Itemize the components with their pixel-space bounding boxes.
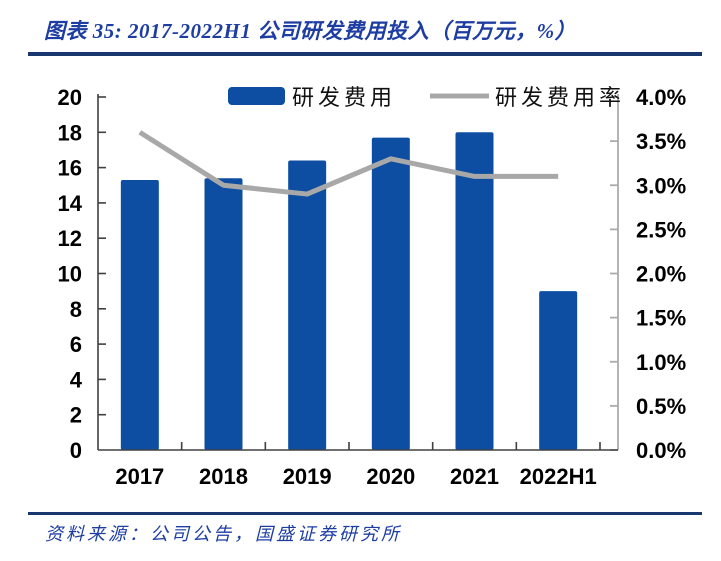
y-axis-left-tick-label: 14 (58, 191, 83, 216)
y-axis-left-tick-label: 18 (58, 120, 82, 145)
y-axis-left-tick-label: 20 (58, 85, 82, 110)
y-axis-left-tick-label: 0 (70, 438, 82, 463)
y-axis-left-tick-label: 4 (70, 367, 83, 392)
title-rule (28, 52, 702, 56)
legend: 研发费用 研发费用率 (228, 85, 625, 110)
y-axis-right-tick-label: 1.0% (636, 350, 686, 375)
y-axis-left-tick-label: 10 (58, 262, 82, 287)
y-axis-right: 0.0% 0.5% 1.0% 1.5% 2.0% 2.5% 3.0% 3.5% 4.0% (610, 85, 686, 463)
x-axis-category-label: 2017 (115, 464, 164, 489)
x-axis-category-label: 2022H1 (520, 464, 597, 489)
legend-bar-label: 研发费用 (292, 85, 396, 110)
x-axis-category-label: 2021 (450, 464, 499, 489)
bar-2017 (120, 179, 159, 450)
y-axis-right-tick-label: 3.0% (636, 173, 686, 198)
y-axis-left-tick-label: 6 (70, 332, 82, 357)
y-axis-right-tick-label: 0.5% (636, 394, 686, 419)
x-axis-category-label: 2019 (283, 464, 332, 489)
y-axis-left: 0 2 4 6 8 10 12 14 16 18 20 (58, 85, 106, 463)
y-axis-left-tick-label: 16 (58, 156, 82, 181)
bar-2020 (371, 137, 410, 450)
x-axis-category-label: 2020 (366, 464, 415, 489)
bar-2019 (288, 160, 327, 451)
x-axis: 2017 2018 2019 2020 2021 2022H1 (98, 442, 618, 489)
bar-2018 (204, 178, 243, 450)
bar-series (120, 132, 578, 451)
x-axis-category-label: 2018 (199, 464, 248, 489)
y-axis-right-tick-label: 4.0% (636, 85, 686, 110)
figure-title: 图表 35: 2017-2022H1 公司研发费用投入（百万元，%） (44, 19, 577, 43)
source-rule (28, 512, 702, 515)
y-axis-right-tick-label: 0.0% (636, 438, 686, 463)
bar-2021 (455, 132, 494, 451)
source-text: 资料来源：公司公告，国盛证券研究所 (45, 524, 402, 544)
legend-bar-swatch (228, 87, 285, 105)
y-axis-left-tick-label: 12 (58, 226, 82, 251)
y-axis-right-tick-label: 1.5% (636, 306, 686, 331)
y-axis-right-tick-label: 2.0% (636, 262, 686, 287)
legend-line-label: 研发费用率 (495, 85, 625, 110)
line-series (138, 130, 559, 197)
chart-svg: 0 2 4 6 8 10 12 14 16 18 20 0.0% 0.5% 1.0% 1.5% 2.0% 2.… (58, 85, 687, 489)
line-rd-expense-rate (138, 130, 559, 197)
y-axis-left-tick-label: 2 (70, 403, 82, 428)
y-axis-left-tick-label: 8 (70, 297, 82, 322)
y-axis-right-tick-label: 2.5% (636, 217, 686, 242)
y-axis-right-tick-label: 3.5% (636, 129, 686, 154)
bar-2022H1 (539, 291, 578, 450)
